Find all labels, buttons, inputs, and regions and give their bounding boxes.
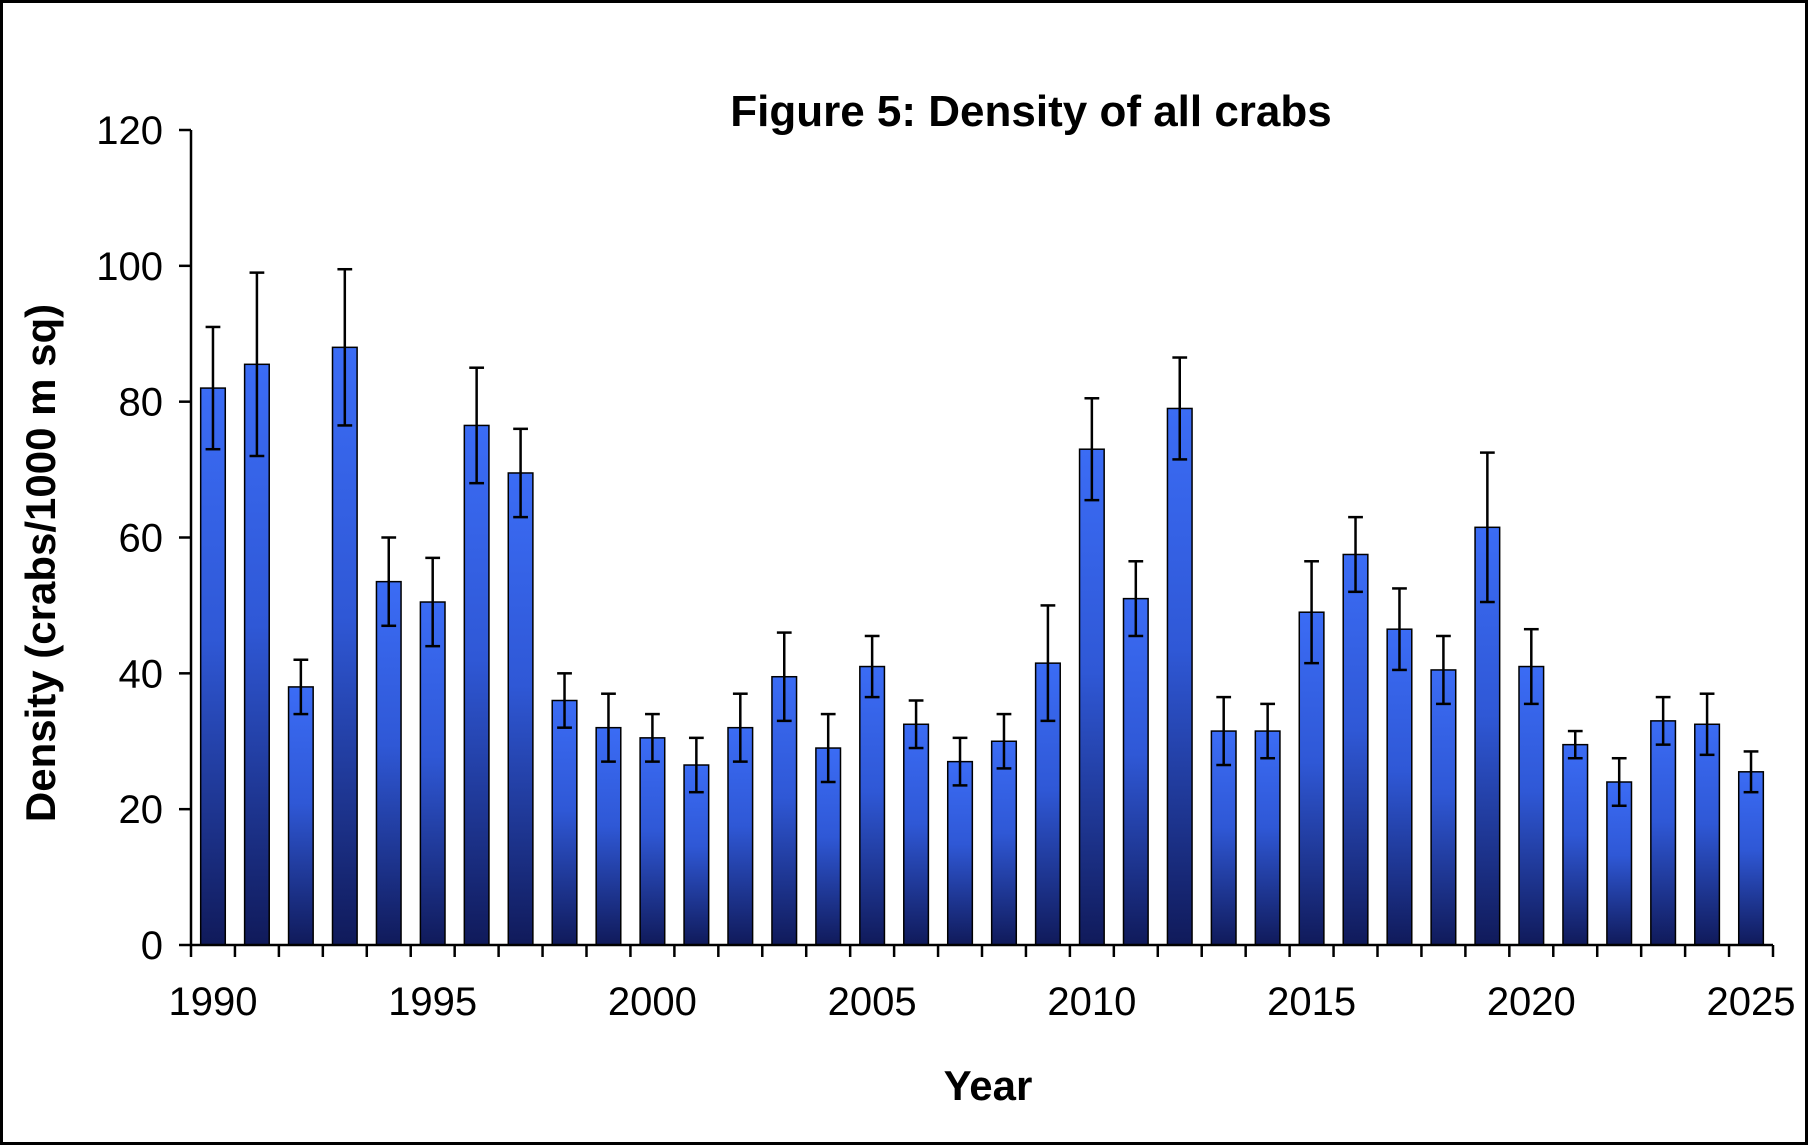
bar-2014 — [1254, 730, 1281, 946]
x-tick-label: 2005 — [828, 980, 917, 1024]
y-tick-label: 0 — [141, 924, 163, 968]
y-tick-label: 120 — [96, 109, 163, 153]
x-tick-label: 2000 — [608, 980, 697, 1024]
error-bar-1997 — [513, 427, 528, 519]
bar-2008 — [990, 740, 1018, 946]
error-bar-2003 — [776, 631, 792, 723]
bar-2017 — [1386, 628, 1413, 946]
bar-2001 — [683, 764, 710, 946]
bar-2010 — [1078, 448, 1105, 946]
bar-1990 — [199, 387, 227, 946]
error-bar-2016 — [1348, 515, 1363, 594]
y-axis-ticks: 0 20 40 60 80 100 120 — [96, 109, 191, 968]
error-bar-2021 — [1567, 729, 1583, 760]
error-bar-2010 — [1084, 397, 1100, 502]
bar-2025 — [1737, 771, 1765, 946]
error-bar-2017 — [1392, 587, 1407, 672]
error-bar-1996 — [469, 366, 485, 485]
error-bar-2014 — [1260, 702, 1276, 760]
bar-2007 — [946, 760, 974, 946]
bar-1995 — [419, 601, 446, 946]
error-bar-2011 — [1128, 560, 1144, 638]
x-axis-ticks: 1990 1995 2000 2005 2010 2015 2020 2025 — [168, 945, 1796, 1024]
bar-1996 — [463, 424, 490, 946]
error-bar-2001 — [688, 736, 704, 794]
error-bar-1994 — [381, 536, 397, 628]
error-bar-2009 — [1040, 604, 1056, 723]
error-bar-2008 — [996, 712, 1012, 770]
bar-1999 — [595, 726, 622, 946]
error-bar-2022 — [1611, 756, 1627, 808]
x-tick-label: 1990 — [168, 980, 257, 1024]
bar-1991 — [243, 363, 270, 946]
error-bar-2012 — [1172, 356, 1188, 461]
bar-2000 — [639, 737, 666, 946]
error-bar-2006 — [908, 699, 924, 750]
x-tick-label: 2020 — [1487, 980, 1576, 1024]
bar-2006 — [903, 723, 930, 946]
x-tick-label: 1995 — [388, 980, 477, 1024]
error-bar-2007 — [952, 736, 968, 787]
bar-chart: Figure 5: Density of all crabs Density (… — [17, 87, 1796, 1109]
error-bar-2004 — [820, 712, 836, 784]
bar-1998 — [551, 699, 578, 946]
bar-2012 — [1166, 407, 1193, 946]
error-bar-1992 — [293, 658, 309, 716]
x-tick-label: 2025 — [1707, 980, 1796, 1024]
bar-2016 — [1342, 553, 1369, 946]
bar-1992 — [287, 686, 314, 946]
y-tick-label: 80 — [119, 381, 164, 425]
bar-2018 — [1430, 669, 1457, 946]
x-tick-label: 2015 — [1267, 980, 1356, 1024]
bar-2011 — [1122, 597, 1149, 946]
error-bar-1990 — [205, 325, 221, 451]
error-bars-layer — [205, 267, 1759, 808]
error-bar-1993 — [337, 267, 353, 427]
bar-1994 — [375, 580, 402, 946]
error-bar-2025 — [1743, 750, 1759, 794]
error-bar-1999 — [601, 692, 616, 763]
bar-1993 — [331, 346, 358, 946]
error-bar-1995 — [425, 556, 441, 648]
error-bar-2005 — [864, 634, 880, 699]
bar-2024 — [1694, 723, 1721, 946]
y-tick-label: 40 — [119, 652, 164, 696]
error-bar-2002 — [732, 692, 748, 763]
error-bar-2020 — [1523, 627, 1539, 706]
error-bar-2019 — [1479, 451, 1495, 604]
bars-layer — [199, 346, 1765, 946]
y-tick-label: 60 — [119, 517, 164, 561]
error-bar-2024 — [1699, 692, 1715, 757]
bar-1997 — [507, 472, 534, 946]
x-axis-title: Year — [944, 1062, 1033, 1109]
bar-2021 — [1562, 743, 1589, 946]
error-bar-2015 — [1304, 560, 1319, 665]
chart-title: Figure 5: Density of all crabs — [730, 87, 1332, 136]
error-bar-2013 — [1216, 695, 1232, 767]
error-bar-2018 — [1436, 634, 1451, 706]
error-bar-2000 — [645, 712, 660, 763]
x-tick-label: 2010 — [1047, 980, 1136, 1024]
error-bar-1991 — [249, 271, 265, 458]
bar-2013 — [1210, 730, 1237, 946]
bar-2005 — [859, 665, 886, 946]
y-tick-label: 20 — [119, 788, 164, 832]
error-bar-2023 — [1655, 695, 1671, 746]
y-tick-label: 100 — [96, 245, 163, 289]
bar-2023 — [1650, 720, 1677, 946]
bar-2020 — [1518, 665, 1545, 946]
y-axis-title: Density (crabs/1000 m sq) — [17, 304, 64, 822]
error-bar-1998 — [557, 672, 572, 729]
